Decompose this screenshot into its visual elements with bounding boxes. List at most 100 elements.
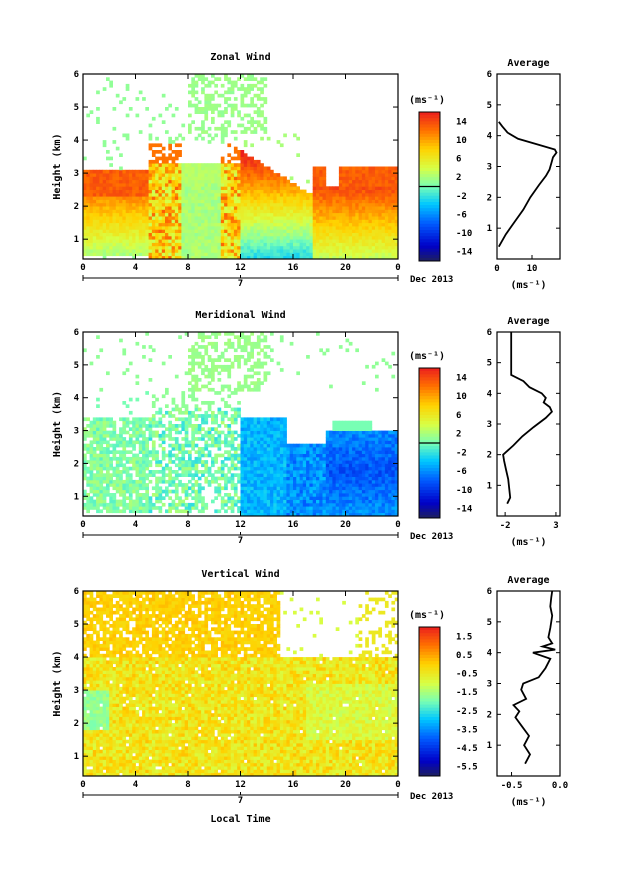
heatmap-cell (306, 509, 310, 514)
heatmap-cell (128, 189, 133, 194)
heatmap-cell (151, 420, 156, 425)
heatmap-cell (266, 499, 271, 504)
heatmap-cell (309, 509, 314, 514)
heatmap-cell (391, 222, 396, 227)
heatmap-cell (217, 209, 222, 214)
heatmap-cell (112, 433, 117, 438)
heatmap-cell (371, 206, 376, 210)
heatmap-cell (174, 509, 179, 514)
heatmap-cell (355, 199, 359, 204)
heatmap-cell (322, 176, 327, 181)
heatmap-cell (276, 212, 281, 217)
heatmap-cell (352, 206, 356, 210)
heatmap-cell (224, 186, 228, 190)
heatmap-cell (273, 216, 277, 220)
heatmap-cell (286, 473, 291, 477)
heatmap-cell (270, 189, 274, 194)
heatmap-cell (217, 443, 222, 448)
heatmap-cell (358, 206, 363, 210)
heatmap-cell (178, 133, 182, 138)
heatmap-cell (168, 222, 172, 227)
heatmap-cell (89, 209, 94, 214)
heatmap-cell (263, 447, 268, 451)
heatmap-cell (158, 443, 163, 448)
heatmap-cell (266, 453, 271, 458)
heatmap-cell (345, 232, 350, 237)
heatmap-cell (240, 192, 245, 197)
heatmap-cell (227, 192, 232, 197)
heatmap-cell (158, 163, 163, 167)
heatmap-cell (191, 430, 195, 435)
heatmap-cell (188, 239, 192, 243)
heatmap-cell (145, 476, 149, 481)
heatmap-cell (319, 226, 323, 230)
heatmap-cell (220, 136, 225, 141)
heatmap-cell (122, 463, 127, 468)
heatmap-cell (191, 433, 195, 438)
heatmap-cell (293, 235, 297, 240)
heatmap-cell (233, 202, 238, 207)
heatmap-cell (158, 189, 163, 194)
heatmap-cell (112, 493, 117, 497)
heatmap-cell (99, 470, 104, 474)
heatmap-cell (211, 216, 215, 220)
heatmap-cell (345, 249, 350, 253)
heatmap-cell (224, 483, 228, 487)
heatmap-cell (289, 460, 294, 464)
heatmap-cell (184, 189, 189, 194)
heatmap-cell (184, 410, 189, 415)
heatmap-cell (174, 453, 179, 458)
heatmap-cell (266, 245, 271, 250)
profile-y-tick-label: 4 (487, 132, 493, 142)
heatmap-cell (276, 466, 281, 471)
heatmap-cell (227, 479, 232, 484)
heatmap-cell (115, 483, 120, 487)
heatmap-cell (178, 239, 182, 243)
heatmap-cell (296, 235, 300, 240)
heatmap-cell (194, 245, 199, 250)
heatmap-cell (266, 239, 271, 243)
heatmap-cell (247, 216, 251, 220)
heatmap-cell (250, 502, 254, 507)
heatmap-cell (194, 189, 199, 194)
heatmap-cell (89, 506, 94, 510)
heatmap-cell (197, 219, 202, 224)
x-tick-label: 16 (288, 263, 299, 273)
heatmap-cell (309, 239, 314, 243)
heatmap-cell (214, 173, 218, 177)
heatmap-cell (119, 189, 123, 194)
heatmap-cell (201, 332, 205, 336)
heatmap-cell (243, 173, 248, 177)
panel-title: Meridional Wind (195, 309, 285, 321)
heatmap-cell (158, 255, 163, 260)
heatmap-cell (381, 179, 386, 184)
heatmap-cell (197, 209, 202, 214)
heatmap-cell (322, 242, 327, 247)
heatmap-cell (211, 476, 215, 481)
heatmap-cell (299, 483, 304, 487)
heatmap-cell (132, 456, 136, 461)
heatmap-cell (92, 486, 97, 491)
heatmap-cell (358, 192, 363, 197)
heatmap-cell (273, 506, 277, 510)
heatmap-cell (233, 186, 238, 190)
heatmap-cell (165, 479, 169, 484)
heatmap-cell (361, 169, 366, 174)
heatmap-cell (237, 173, 241, 177)
heatmap-cell (279, 486, 284, 491)
heatmap-cell (266, 502, 271, 507)
heatmap-cell (224, 493, 228, 497)
heatmap-cell (151, 199, 156, 204)
heatmap-cell (256, 387, 261, 392)
heatmap-cell (371, 242, 376, 247)
heatmap-cell (138, 506, 143, 510)
heatmap-cell (263, 420, 268, 425)
heatmap-cell (266, 136, 271, 141)
heatmap-cell (325, 252, 330, 257)
heatmap-cell (243, 463, 248, 468)
heatmap-cell (312, 183, 317, 187)
heatmap-cell (128, 479, 133, 484)
heatmap-cell (197, 335, 202, 339)
heatmap-cell (233, 463, 238, 468)
heatmap-cell (361, 179, 366, 184)
